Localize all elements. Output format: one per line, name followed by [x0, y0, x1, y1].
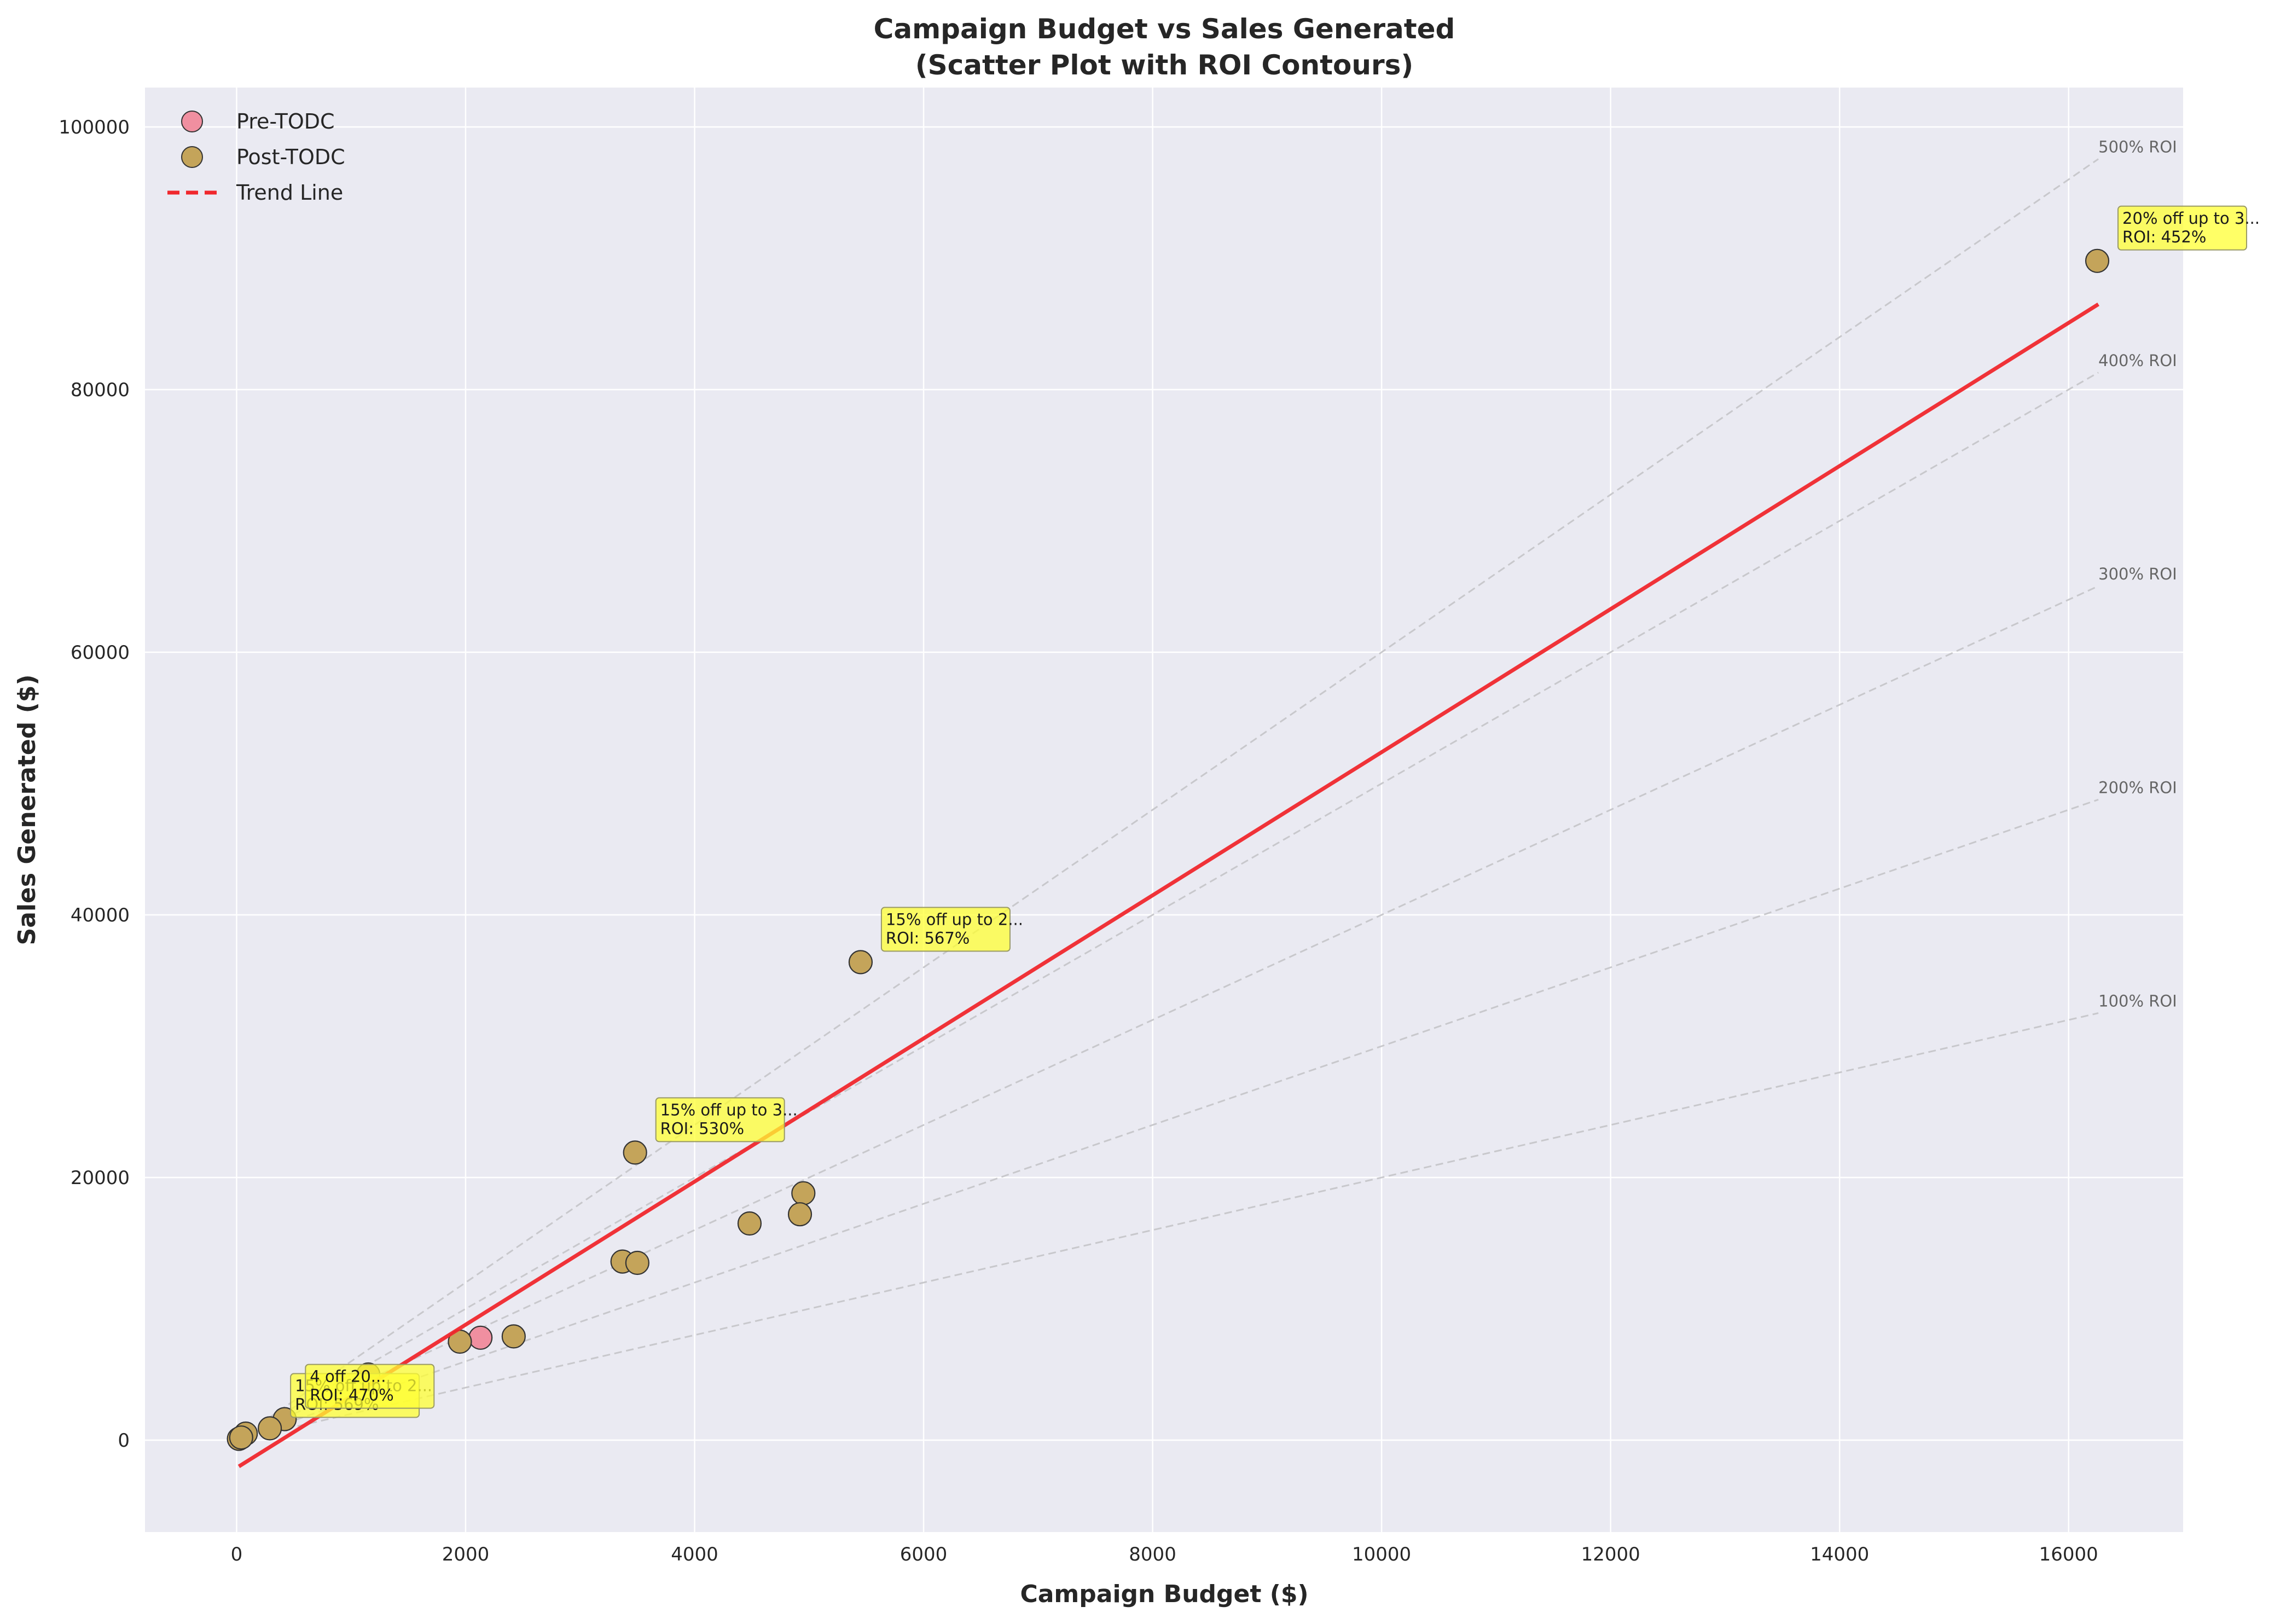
trend-line-layer	[237, 303, 2099, 1468]
annotation-text-line2: ROI: 470%	[310, 1386, 393, 1405]
y-tick-label: 100000	[59, 117, 130, 138]
x-tick-label: 2000	[442, 1544, 490, 1565]
x-tick-label: 6000	[900, 1544, 948, 1565]
scatter-point	[625, 1250, 649, 1275]
annotation-text-line1: 20% off up to 3...	[2122, 209, 2260, 228]
annotation-text-line1: 4 off 20...	[310, 1367, 386, 1386]
scatter-point	[468, 1325, 493, 1350]
annotation-text-line1: 15% off up to 3...	[660, 1100, 798, 1119]
roi-contour-label: 100% ROI	[2098, 992, 2177, 1011]
tick-labels: 0 2000 4000 6000 8000 10000 12000 14000 16000 0 20…	[59, 117, 2098, 1565]
roi-contour-label: 400% ROI	[2098, 351, 2177, 370]
scatter-point	[2085, 248, 2110, 273]
annotation-box	[305, 1364, 435, 1409]
chart-title-line1: Campaign Budget vs Sales Generated	[874, 13, 1455, 45]
scatter-point	[787, 1202, 813, 1227]
x-tick-label: 10000	[1352, 1544, 1411, 1565]
x-axis-label: Campaign Budget ($)	[1020, 1580, 1308, 1608]
roi-contour-line	[239, 798, 2099, 1440]
roi-contour-line	[238, 158, 2099, 1440]
y-tick-label: 40000	[71, 904, 130, 926]
annotations: 20% off up to 3...ROI: 452% 15% off up to…	[290, 205, 2260, 1418]
legend-marker-post-todc	[181, 146, 203, 168]
x-tick-label: 8000	[1129, 1544, 1176, 1565]
roi-contour-line	[238, 585, 2099, 1440]
roi-contour-label: 300% ROI	[2098, 565, 2177, 583]
scatter-point	[623, 1140, 647, 1165]
scatter-point	[229, 1425, 253, 1450]
y-axis-label: Sales Generated ($)	[13, 675, 41, 946]
legend: Pre-TODC Post-TODC Trend Line	[167, 109, 345, 205]
legend-label-pre-todc: Pre-TODC	[236, 109, 335, 134]
x-tick-label: 14000	[1810, 1544, 1869, 1565]
legend-label-post-todc: Post-TODC	[236, 145, 345, 169]
legend-marker-pre-todc	[181, 111, 203, 132]
chart-title-line2: (Scatter Plot with ROI Contours)	[915, 49, 1413, 81]
annotation-text-line2: ROI: 567%	[886, 929, 970, 947]
annotation-box	[880, 907, 1011, 952]
scatter-point	[258, 1416, 282, 1441]
roi-contour-line	[238, 372, 2099, 1440]
x-tick-label: 4000	[671, 1544, 718, 1565]
annotation-box	[655, 1097, 785, 1142]
y-tick-label: 20000	[71, 1167, 130, 1189]
x-tick-label: 16000	[2039, 1544, 2098, 1565]
trend-line	[237, 303, 2099, 1468]
roi-contours: 100% ROI 200% ROI 300% ROI 400% ROI 500% ROI	[238, 138, 2177, 1441]
scatter-point	[501, 1324, 526, 1349]
roi-contour-label: 200% ROI	[2098, 778, 2177, 797]
scatter-point	[737, 1211, 762, 1236]
x-tick-label: 12000	[1581, 1544, 1640, 1565]
plot-area	[145, 88, 2183, 1532]
legend-label-trend-line: Trend Line	[236, 181, 343, 205]
y-tick-label: 0	[118, 1430, 130, 1452]
roi-contour-line	[239, 1012, 2099, 1441]
grid-lines	[145, 88, 2183, 1532]
annotation-text-line2: ROI: 452%	[2122, 228, 2206, 246]
x-tick-label: 0	[231, 1544, 243, 1565]
y-tick-label: 60000	[71, 642, 130, 664]
y-tick-label: 80000	[71, 379, 130, 401]
annotation-box	[2117, 205, 2248, 251]
annotation-text-line2: ROI: 530%	[660, 1119, 744, 1138]
scatter-point	[848, 950, 873, 975]
scatter-point	[791, 1181, 816, 1205]
annotation-text-line1: 15% off up to 2...	[886, 910, 1023, 929]
roi-contour-label: 500% ROI	[2098, 138, 2177, 156]
